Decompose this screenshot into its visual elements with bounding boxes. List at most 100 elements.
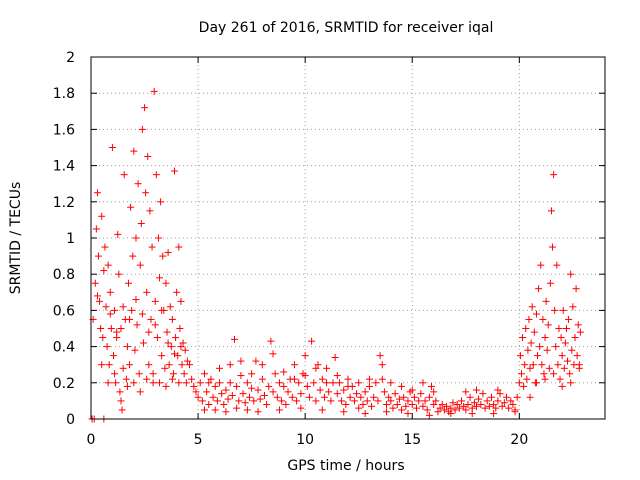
data-point: [198, 397, 206, 405]
data-point: [102, 303, 110, 311]
chart-title: Day 261 of 2016, SRMTID for receiver iqa…: [199, 20, 494, 36]
data-point: [464, 401, 472, 409]
data-point: [166, 303, 174, 311]
data-point: [521, 361, 529, 369]
data-point: [475, 395, 483, 403]
data-point: [297, 390, 305, 398]
data-point: [130, 379, 138, 387]
data-point: [451, 406, 459, 414]
data-point: [120, 171, 128, 179]
data-point: [539, 315, 547, 323]
data-point: [280, 382, 288, 390]
data-point: [350, 397, 358, 405]
data-point: [233, 382, 241, 390]
data-point: [112, 379, 120, 387]
data-point: [516, 352, 524, 360]
data-point: [162, 382, 170, 390]
y-tick-label: 2: [66, 50, 75, 66]
data-point: [509, 401, 517, 409]
data-point: [551, 306, 559, 314]
data-point: [393, 401, 401, 409]
data-point: [387, 397, 395, 405]
data-point: [237, 372, 245, 380]
data-point: [280, 368, 288, 376]
data-point: [455, 404, 463, 412]
data-point: [320, 393, 328, 401]
data-point: [532, 379, 540, 387]
data-point: [194, 393, 202, 401]
data-point: [494, 397, 502, 405]
data-point: [126, 315, 134, 323]
data-point: [561, 339, 569, 347]
data-point: [391, 390, 399, 398]
data-point: [385, 393, 393, 401]
data-point: [201, 370, 209, 378]
data-point: [138, 310, 146, 318]
data-point: [252, 357, 260, 365]
data-point: [159, 252, 167, 260]
data-point: [201, 406, 209, 414]
data-point: [318, 406, 326, 414]
data-point: [241, 399, 249, 407]
data-point: [260, 391, 268, 399]
data-points: [88, 87, 584, 423]
data-point: [359, 401, 367, 409]
data-point: [211, 406, 219, 414]
y-tick-label: 1.4: [53, 159, 75, 175]
data-point: [183, 357, 191, 365]
data-point: [542, 297, 550, 305]
data-point: [547, 207, 555, 215]
data-point: [141, 104, 149, 112]
data-point: [312, 397, 320, 405]
data-point: [145, 361, 153, 369]
data-point: [162, 279, 170, 287]
data-point: [526, 393, 534, 401]
data-point: [408, 401, 416, 409]
data-point: [534, 352, 542, 360]
data-point: [108, 144, 116, 151]
data-point: [473, 386, 480, 394]
data-point: [552, 343, 560, 351]
data-point: [135, 370, 143, 378]
data-point: [370, 393, 378, 401]
data-point: [529, 361, 537, 369]
data-point: [216, 379, 223, 387]
data-point: [250, 397, 258, 405]
data-point: [190, 382, 198, 390]
data-point: [323, 364, 331, 372]
data-point: [430, 388, 438, 396]
data-point: [171, 350, 179, 358]
data-point: [555, 325, 563, 332]
data-point: [447, 410, 455, 418]
data-point: [323, 379, 331, 387]
data-point: [353, 390, 361, 398]
y-tick-label: 1.6: [53, 122, 75, 138]
data-point: [355, 379, 363, 387]
data-point: [290, 361, 298, 369]
data-point: [111, 306, 119, 314]
data-point: [98, 361, 106, 369]
data-point: [498, 402, 506, 410]
data-point: [458, 397, 466, 405]
data-point: [117, 397, 125, 405]
y-tick-labels: 0 0.2 0.4 0.6 0.8 1 1.2 1.4 1.6 1.8 2: [53, 50, 75, 428]
y-tick-label: 0.8: [53, 267, 75, 283]
data-point: [550, 370, 558, 378]
data-point: [500, 399, 508, 407]
data-point: [92, 225, 100, 233]
data-point: [142, 189, 150, 197]
data-point: [481, 404, 489, 412]
data-point: [566, 370, 574, 378]
data-point: [568, 346, 576, 354]
data-point: [203, 388, 211, 396]
data-point: [233, 404, 241, 412]
data-point: [91, 279, 99, 287]
data-point: [363, 397, 371, 405]
data-point: [417, 390, 425, 398]
data-point: [378, 375, 386, 383]
data-point: [179, 339, 187, 347]
data-point: [301, 372, 309, 380]
data-point: [557, 334, 565, 342]
y-tick-label: 0.6: [53, 303, 75, 319]
data-point: [549, 243, 557, 251]
